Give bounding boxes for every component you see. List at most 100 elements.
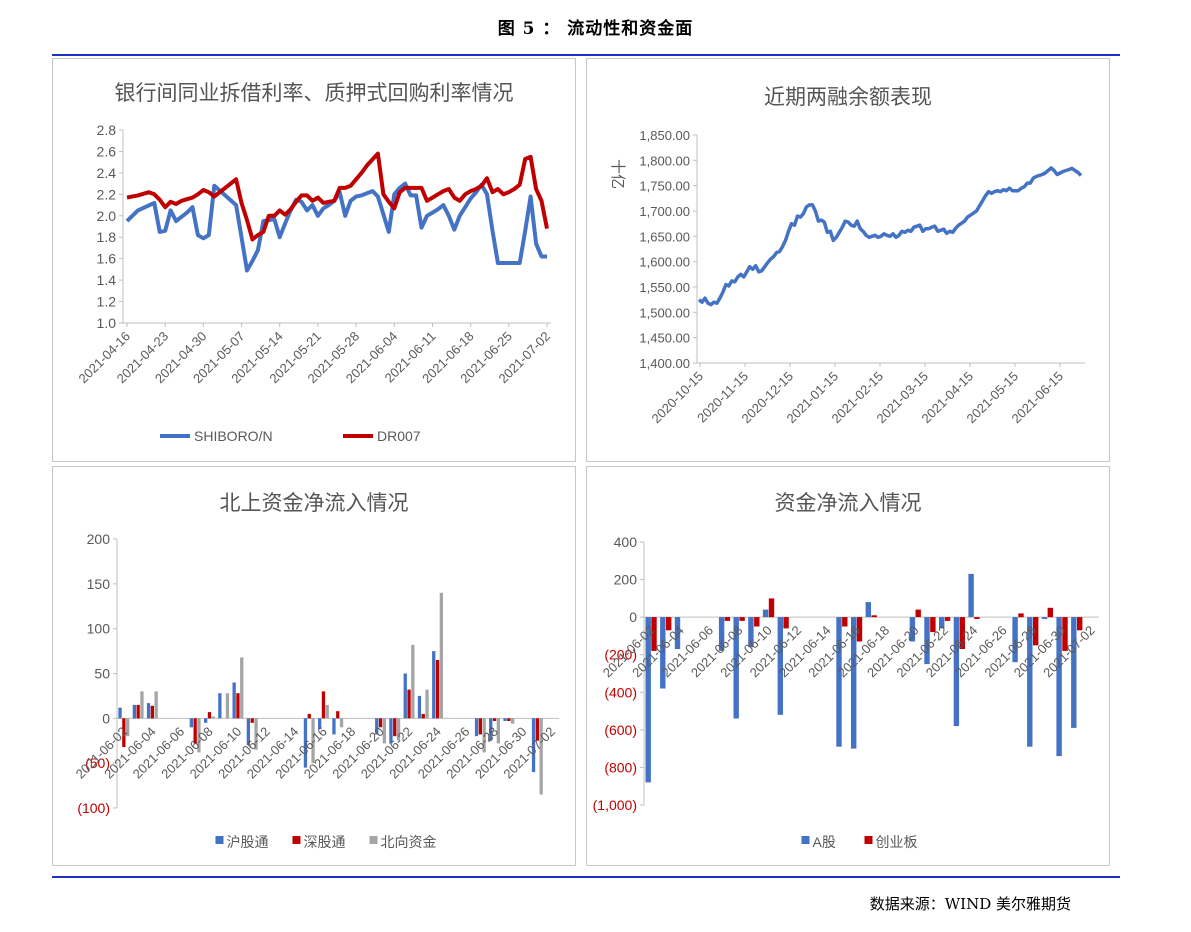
bar	[856, 617, 863, 642]
bar	[511, 718, 515, 724]
bar	[768, 598, 775, 618]
bar	[232, 682, 236, 719]
bar	[396, 718, 401, 741]
source-note: 数据来源：WIND 美尔雅期货	[869, 895, 1071, 913]
bar	[136, 704, 140, 719]
top-rule	[52, 54, 1120, 56]
legend-label: 深股通	[304, 834, 346, 850]
bar	[836, 617, 842, 747]
bar	[645, 617, 651, 783]
bar	[389, 718, 393, 744]
bar	[489, 718, 493, 741]
legend-swatch	[864, 836, 873, 844]
bar	[1062, 617, 1068, 651]
legend-swatch	[215, 836, 224, 844]
bar	[204, 718, 208, 723]
bar	[754, 617, 760, 627]
y-tick-label: 2.6	[97, 143, 117, 159]
bar	[535, 718, 539, 741]
y-tick-label: 1.8	[97, 229, 117, 245]
y-tick-label: 1.6	[97, 251, 117, 267]
y-tick-label: 2.0	[97, 208, 117, 224]
y-tick-label: 1,750.00	[639, 179, 690, 194]
bar	[478, 718, 482, 735]
y-tick-label: 400	[614, 534, 638, 550]
y-tick-label: 1,700.00	[639, 204, 690, 219]
bar	[1077, 617, 1083, 631]
bar	[865, 602, 871, 618]
bar	[924, 617, 930, 665]
bar	[939, 617, 945, 629]
interest-rate-chart: 2.82.62.42.22.01.81.61.41.21.02021-04-16…	[75, 122, 553, 444]
bar	[425, 689, 429, 719]
bar	[915, 609, 921, 618]
bar	[339, 718, 344, 728]
bar	[193, 718, 197, 744]
fund-flow-chart: 4002000(200)(400)(600)(800)(1,000)2021-0…	[593, 534, 1099, 850]
margin-balance-chart: 1,850.00 1,800.00 1,750.00 1,700.00 1,650.00…	[609, 128, 1085, 426]
bar	[378, 718, 383, 728]
y-tick-label: 0	[102, 710, 110, 726]
bar	[411, 644, 415, 719]
bar	[974, 617, 980, 619]
legend-label: 北向资金	[381, 834, 437, 850]
bar	[225, 693, 230, 719]
bar	[660, 617, 666, 689]
bar	[651, 617, 657, 651]
y-tick-label: (400)	[604, 684, 637, 700]
bar	[762, 609, 769, 618]
y-tick-label: 0	[629, 609, 637, 625]
chart-title: 银行间同业拆借利率、质押式回购利率情况	[114, 81, 514, 105]
bar	[207, 712, 212, 719]
bar	[1047, 607, 1053, 618]
bar	[197, 718, 201, 753]
bar	[417, 695, 422, 719]
panel-margin-balance: 近期两融余额表现 1,850.00 1,800.00 1,750.00 1,700.0…	[586, 58, 1110, 462]
bar	[674, 617, 681, 649]
bar	[507, 718, 511, 721]
y-tick-label: 100	[87, 621, 111, 637]
bar	[851, 617, 857, 749]
bar	[303, 718, 308, 768]
bar	[842, 617, 848, 627]
y-axis-label: 十亿	[609, 159, 626, 189]
bar	[332, 718, 336, 735]
y-tick-label: 2.2	[97, 186, 117, 202]
bar	[336, 711, 340, 719]
series-line	[126, 151, 549, 242]
bar	[1018, 613, 1024, 618]
bar	[236, 693, 240, 719]
bottom-rule	[52, 876, 1120, 878]
bar	[944, 617, 951, 621]
y-tick-label: (600)	[604, 722, 637, 738]
bar	[1027, 617, 1033, 747]
bar	[733, 617, 739, 719]
bar	[240, 657, 244, 719]
bar	[492, 718, 497, 721]
legend-label: A股	[813, 834, 836, 850]
bar	[748, 617, 754, 648]
legend-label: 沪股通	[227, 834, 269, 850]
bar	[539, 718, 543, 795]
bar	[393, 718, 397, 737]
y-tick-label: 1,500.00	[639, 305, 690, 320]
chart-title: 资金净流入情况	[774, 491, 922, 515]
y-tick-label: 1.4	[97, 272, 117, 288]
legend-label: 创业板	[876, 834, 918, 850]
bar	[718, 617, 725, 651]
bar	[1056, 617, 1062, 757]
bar	[421, 713, 425, 719]
bar	[382, 718, 386, 744]
bar	[218, 693, 222, 719]
figure-title: 图 5 ： 流动性和资金面	[497, 19, 694, 39]
y-tick-label: 1,650.00	[639, 229, 690, 244]
bar	[871, 615, 877, 618]
y-tick-label: 1,600.00	[639, 255, 690, 270]
bar	[666, 617, 672, 631]
series-line	[697, 166, 1083, 307]
bar	[474, 718, 479, 737]
bar	[189, 718, 193, 728]
bar	[1012, 617, 1018, 663]
bar	[909, 617, 916, 642]
legend-swatch	[369, 836, 378, 844]
